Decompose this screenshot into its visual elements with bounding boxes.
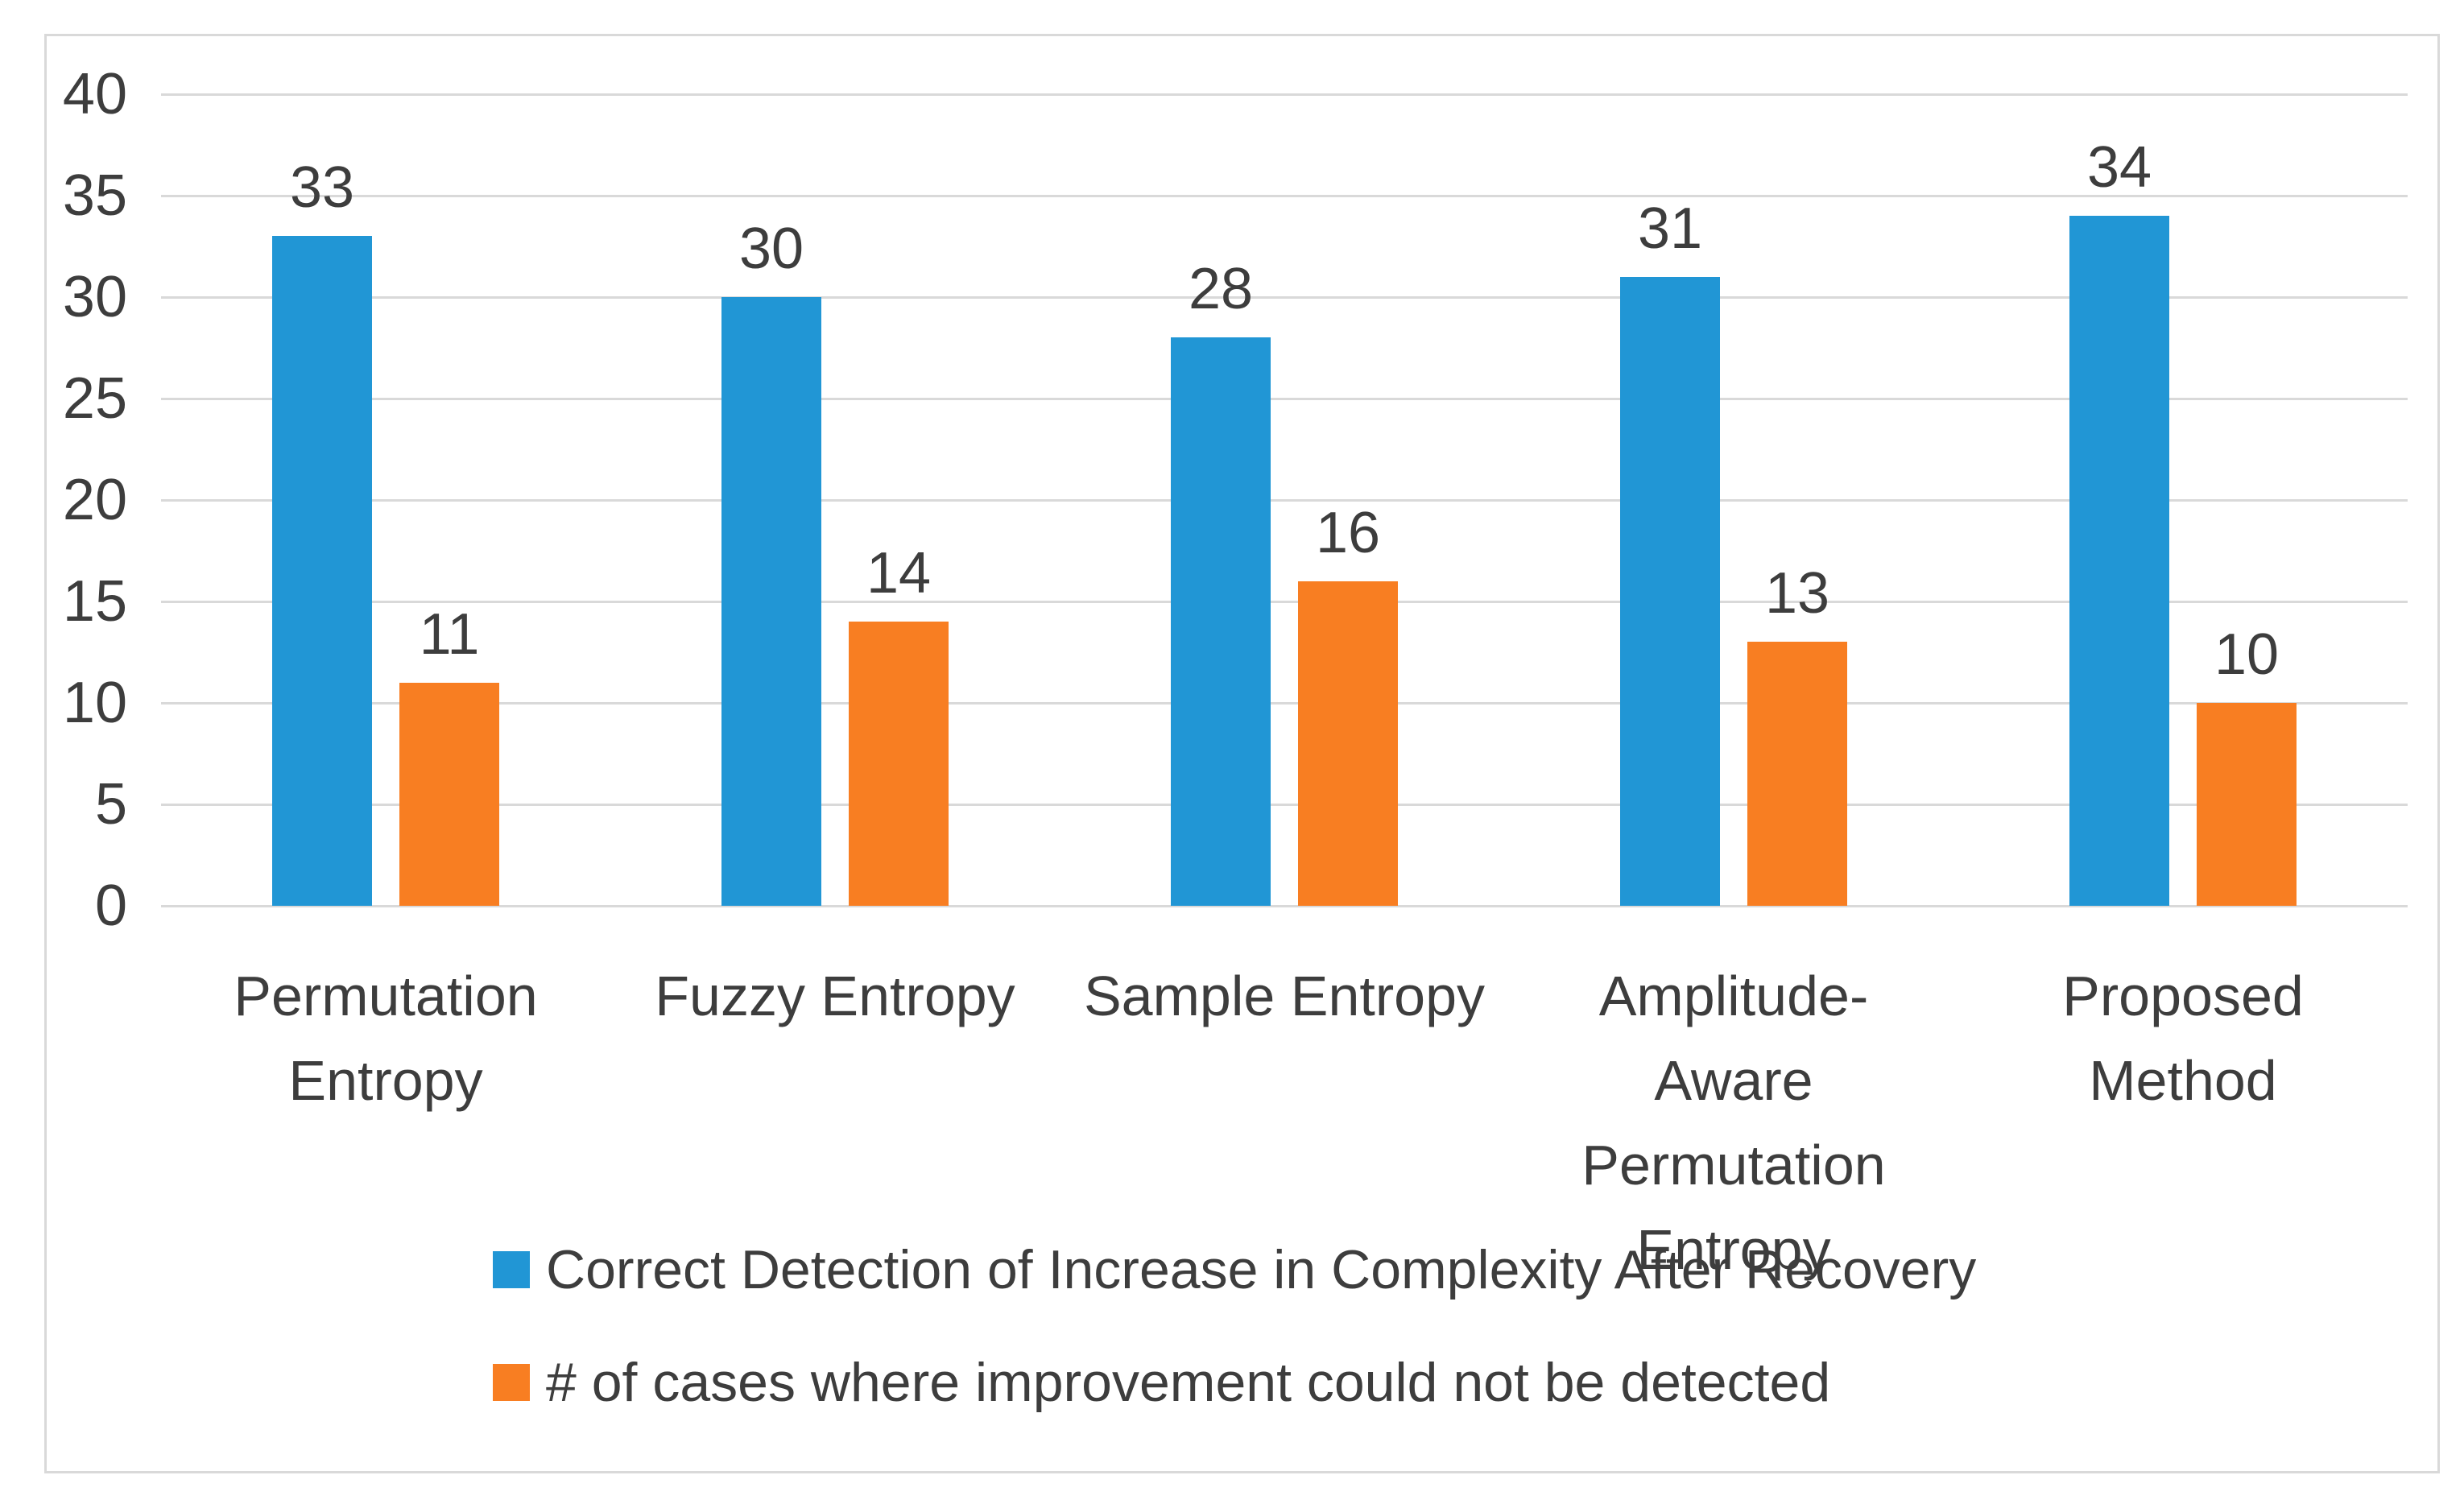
gridline-y-25 (161, 397, 2408, 400)
bar-orange-group-1 (399, 682, 499, 906)
x-category-label-2: Fuzzy Entropy (655, 965, 1015, 1027)
bar-value-label: 28 (1188, 257, 1254, 322)
legend-swatch-orange-square (493, 1364, 530, 1401)
legend-item-correct-detection: Correct Detection of Increase in Complex… (493, 1238, 1976, 1302)
y-axis-tick-label-25: 25 (62, 366, 127, 431)
y-axis-tick-label-30: 30 (62, 265, 127, 329)
bar-blue-group-4 (1620, 276, 1720, 906)
x-category-label-5: Proposed Method (2062, 965, 2304, 1112)
x-category-label-4: Amplitude-Aware Permutation Entropy (1581, 965, 1886, 1281)
x-category-label-3: Sample Entropy (1083, 965, 1486, 1027)
bar-value-label: 10 (2214, 622, 2280, 687)
bar-value-label: 13 (1764, 561, 1830, 626)
bar-value-label: 11 (419, 601, 480, 667)
y-axis-tick-label-20: 20 (62, 468, 127, 532)
legend-label-not-detected: # of cases where improvement could not b… (546, 1352, 1831, 1413)
gridline-y-40 (161, 93, 2408, 96)
bar-value-label: 31 (1637, 196, 1703, 261)
bar-blue-group-1 (272, 236, 372, 906)
x-category-label-1: Permutation Entropy (234, 965, 538, 1112)
y-axis-tick-label-35: 35 (62, 163, 127, 228)
y-axis-tick-label-5: 5 (94, 772, 127, 837)
bar-orange-group-3 (1298, 581, 1398, 906)
gridline-y-5 (161, 803, 2408, 806)
bar-orange-group-2 (849, 622, 949, 906)
bar-orange-group-4 (1747, 642, 1847, 906)
bar-value-label: 33 (289, 155, 355, 221)
bar-blue-group-2 (721, 297, 821, 906)
legend-item-not-detected: # of cases where improvement could not b… (493, 1350, 1830, 1415)
legend-label-correct-detection: Correct Detection of Increase in Complex… (546, 1239, 1977, 1300)
legend-swatch-blue-square (493, 1251, 530, 1288)
bar-orange-group-5 (2197, 703, 2297, 906)
gridline-y-20 (161, 498, 2408, 502)
gridline-y-35 (161, 194, 2408, 197)
gridline-y-0 (161, 904, 2408, 907)
plot-area: 33 11 30 14 28 16 31 13 34 10 (161, 93, 2408, 907)
gridline-y-30 (161, 295, 2408, 299)
bar-value-label: 34 (2086, 135, 2152, 200)
gridline-y-10 (161, 701, 2408, 705)
bar-value-label: 14 (866, 541, 932, 606)
y-axis-tick-label-0: 0 (94, 874, 127, 938)
bar-blue-group-5 (2069, 216, 2169, 906)
bar-value-label: 16 (1315, 500, 1381, 565)
y-axis-tick-label-15: 15 (62, 569, 127, 634)
y-axis-tick-label-40: 40 (62, 62, 127, 126)
gridline-y-15 (161, 600, 2408, 603)
y-axis-tick-label-10: 10 (62, 671, 127, 735)
bar-value-label: 30 (738, 217, 804, 281)
bar-blue-group-3 (1171, 337, 1271, 906)
